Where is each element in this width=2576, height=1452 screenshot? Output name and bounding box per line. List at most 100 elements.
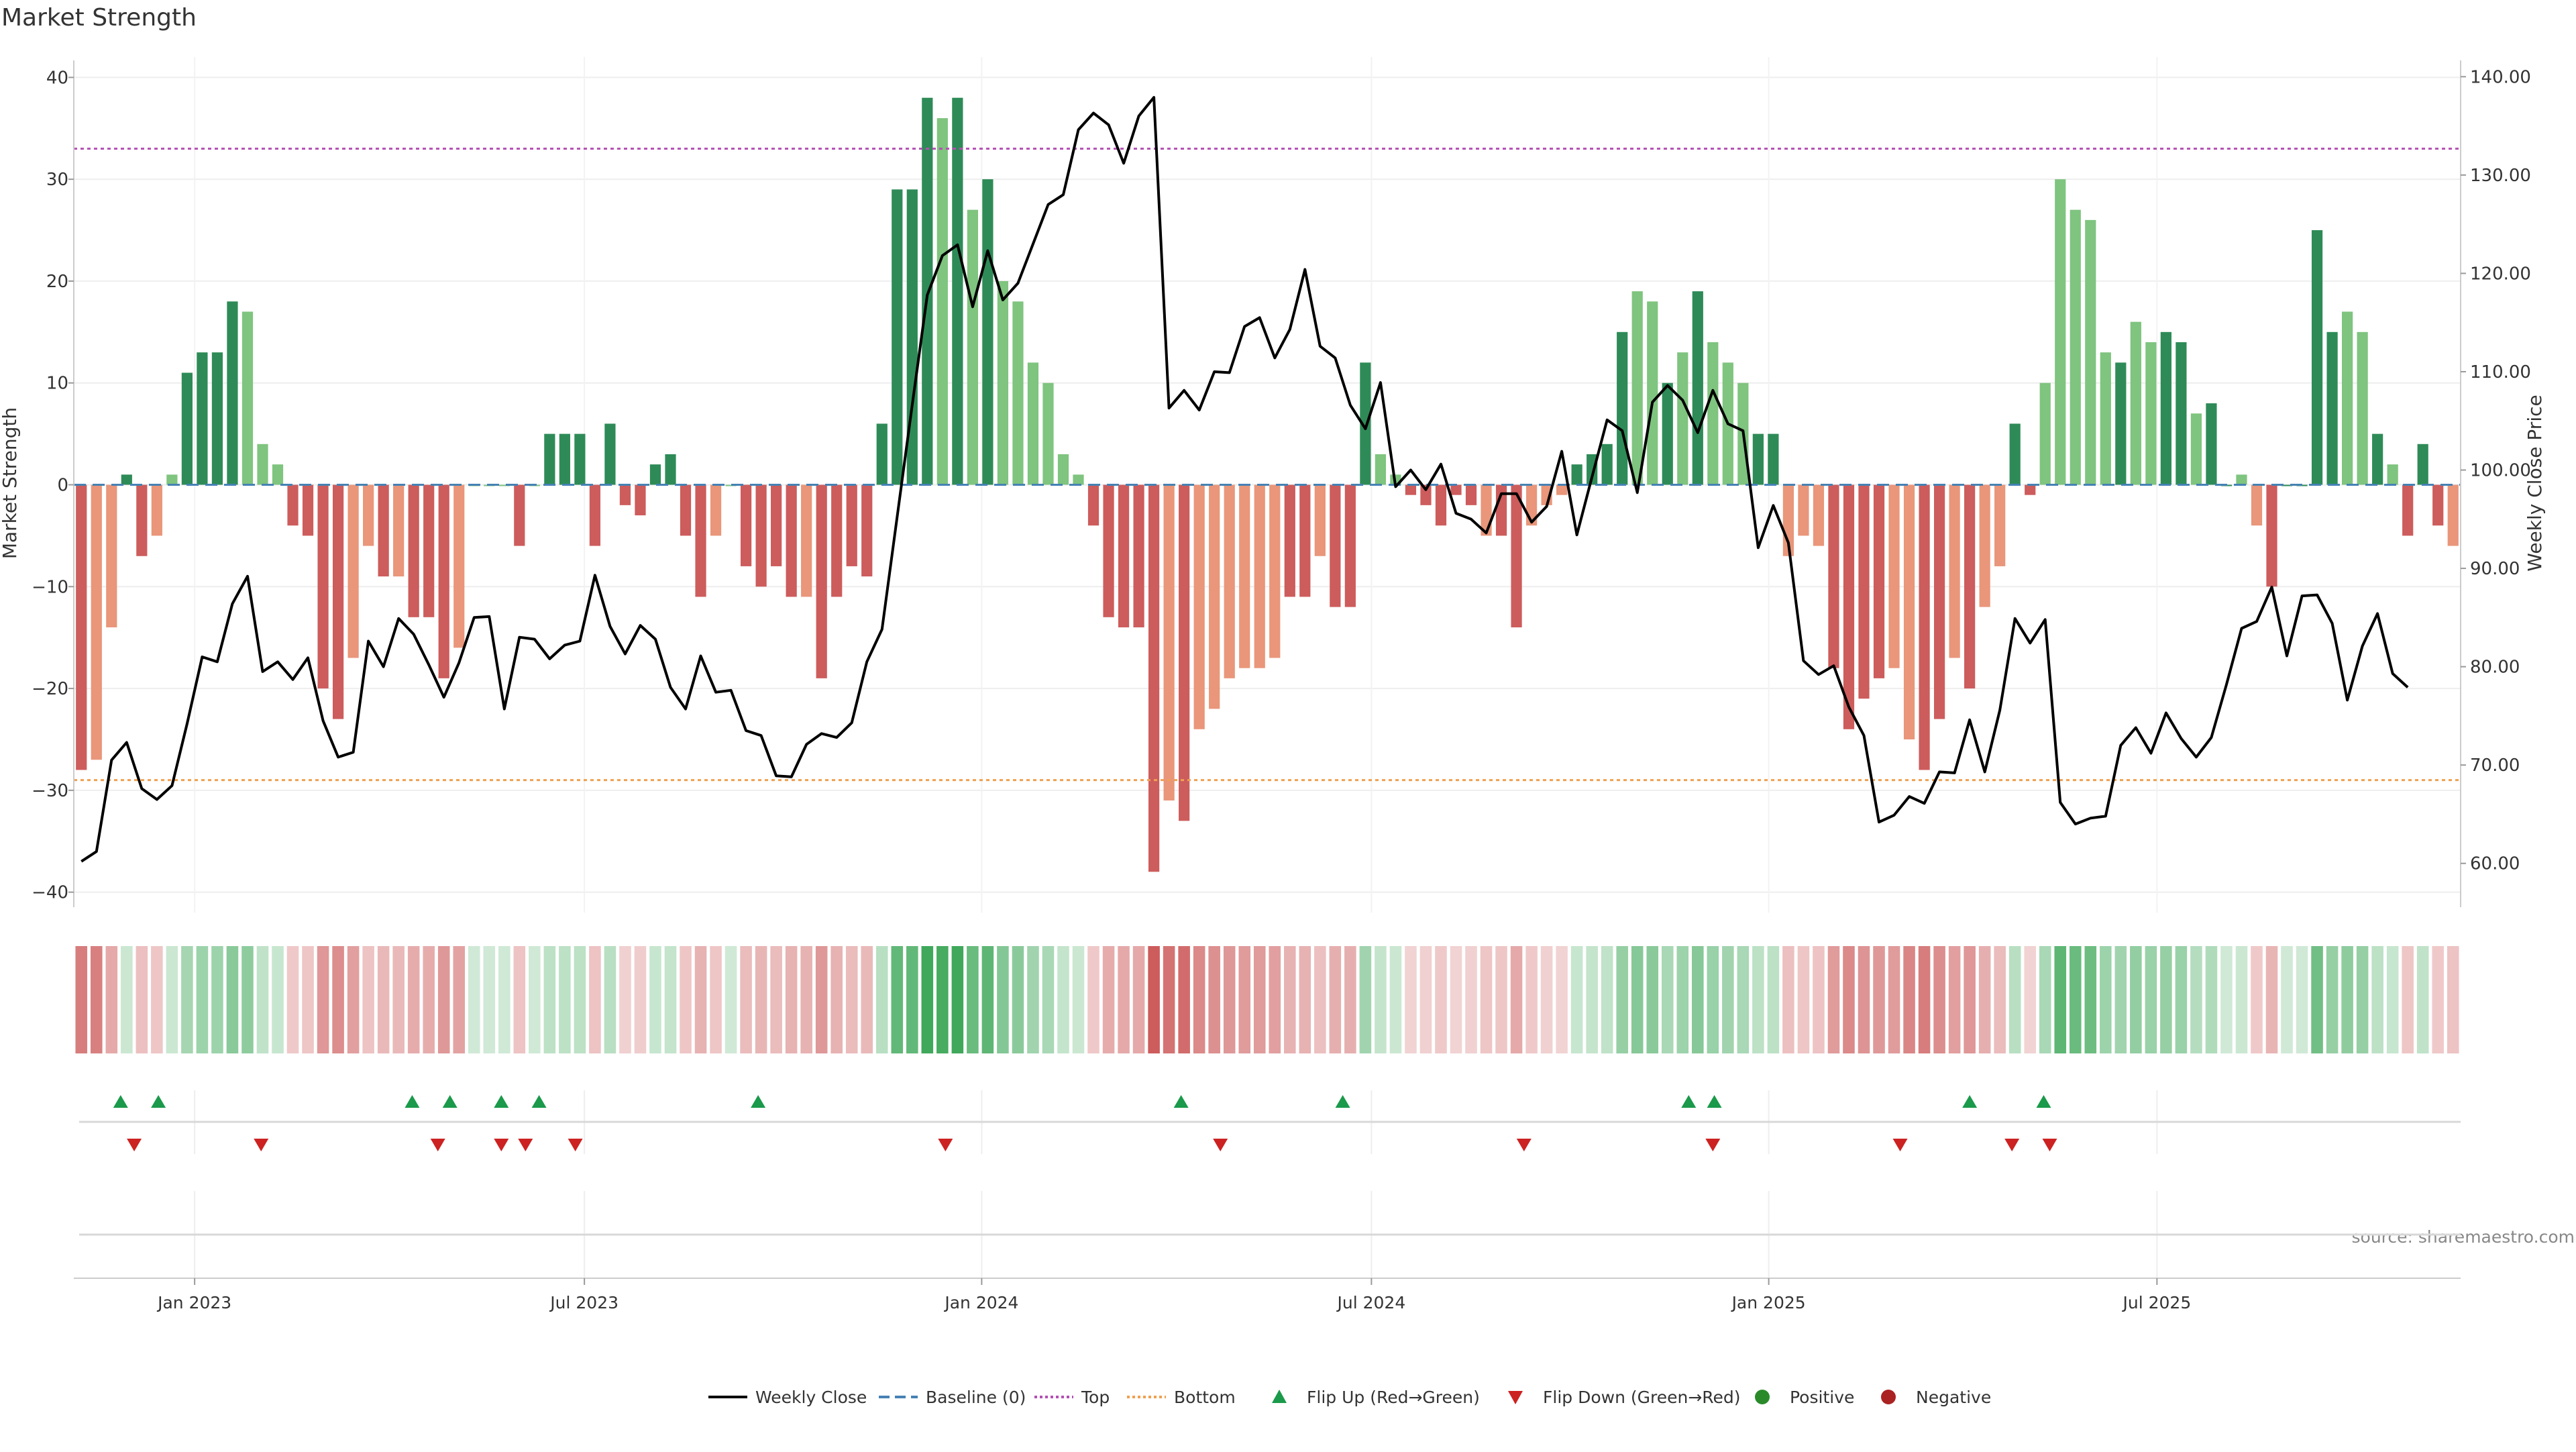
legend-label: Baseline (0) xyxy=(926,1388,1026,1407)
strength-bar xyxy=(302,484,314,536)
heat-strip-cell xyxy=(2054,946,2067,1053)
strength-bar xyxy=(1163,484,1175,801)
heat-strip-cell xyxy=(875,946,888,1053)
strength-bar xyxy=(1617,331,1628,485)
flip-up-marker xyxy=(1173,1095,1189,1108)
heat-strip-cell xyxy=(1948,946,1961,1053)
axes: 40 30 20 10 0 −10 −20 −30 −40 140.00 130.00 120.00 1… xyxy=(32,60,2531,1312)
heat-strip-cell xyxy=(755,946,767,1053)
heat-strip-cell xyxy=(1269,946,1281,1053)
heat-strip-cell xyxy=(437,946,450,1053)
strength-bar xyxy=(740,484,752,566)
heat-strip-cell xyxy=(861,946,873,1053)
heat-strip-cell xyxy=(1359,946,1372,1053)
legend-flip-down: Flip Down (Green→Red) xyxy=(1508,1388,1741,1407)
strength-bar xyxy=(1677,352,1688,485)
legend-label: Flip Down (Green→Red) xyxy=(1543,1388,1741,1407)
heat-strip-cell xyxy=(680,946,692,1053)
strength-bar xyxy=(2447,484,2459,546)
heat-strip-cell xyxy=(2281,946,2293,1053)
strength-bar xyxy=(1843,484,1855,729)
strength-bar xyxy=(680,484,692,536)
strength-bar xyxy=(76,484,87,770)
heat-strip-cell xyxy=(1556,946,1568,1053)
flip-down-marker xyxy=(1213,1139,1228,1151)
heat-strip-cell xyxy=(951,946,964,1053)
heat-strip-cell xyxy=(1631,946,1644,1053)
y-tick-label-right: 90.00 xyxy=(2470,559,2520,579)
strength-bar xyxy=(211,352,223,485)
heat-strip-cell xyxy=(1661,946,1674,1053)
y-tick-label-right: 100.00 xyxy=(2470,461,2531,481)
strength-bar xyxy=(2009,423,2021,485)
price-line-group xyxy=(80,96,2409,863)
y-tick-label-right: 60.00 xyxy=(2470,854,2520,874)
flip-down-marker xyxy=(430,1139,445,1151)
strength-bar xyxy=(1798,484,1809,536)
x-tick-label: Jul 2023 xyxy=(549,1293,619,1312)
strength-bar xyxy=(1511,484,1522,627)
y-tick-label-left: 10 xyxy=(46,374,68,394)
strength-bar xyxy=(1420,484,1432,505)
strength-bar xyxy=(2085,219,2096,485)
grid-lines xyxy=(74,57,2461,1278)
heat-strip-cell xyxy=(1737,946,1750,1053)
strength-bar xyxy=(241,311,254,485)
heat-strip-cell xyxy=(634,946,647,1053)
y-tick-label-left: −40 xyxy=(32,883,68,903)
heat-strip-cell xyxy=(2371,946,2383,1053)
heat-strip-cell xyxy=(770,946,782,1053)
legend-top: Top xyxy=(1034,1388,1110,1407)
heat-strip-cell xyxy=(800,946,812,1053)
strength-bar xyxy=(906,189,918,485)
flip-up-marker xyxy=(751,1095,766,1108)
flip-down-marker xyxy=(1516,1139,1532,1151)
strength-bar xyxy=(347,484,359,658)
strength-bar xyxy=(1209,484,1220,709)
x-tick-label: Jul 2024 xyxy=(1336,1293,1406,1312)
strength-bar xyxy=(1405,484,1417,495)
heat-strip-cell xyxy=(921,946,934,1053)
y-tick-label-left: −30 xyxy=(32,781,68,801)
heat-strip-cell xyxy=(2190,946,2202,1053)
heat-strip-cell xyxy=(936,946,949,1053)
heat-strip-cell xyxy=(2326,946,2339,1053)
heat-strip-cell xyxy=(1692,946,1704,1053)
heat-strip-cell xyxy=(423,946,435,1053)
strength-bar xyxy=(1903,484,1915,739)
heat-strip-cell xyxy=(211,946,223,1053)
legend-label: Positive xyxy=(1790,1388,1854,1407)
strength-bar xyxy=(997,280,1009,485)
legend-swatch xyxy=(1508,1391,1523,1404)
strength-bar xyxy=(2100,352,2111,485)
heat-strip-cell xyxy=(1752,946,1764,1053)
heat-strip-cell xyxy=(891,946,904,1053)
strength-bar xyxy=(1133,484,1144,627)
heat-strip-cell xyxy=(604,946,616,1053)
flip-down-marker xyxy=(254,1139,269,1151)
flip-markers xyxy=(79,1095,2461,1236)
legend-baseline: Baseline (0) xyxy=(879,1388,1026,1407)
heat-strip-cell xyxy=(724,946,737,1053)
strength-bar xyxy=(1692,291,1703,485)
heat-strip-cell xyxy=(1178,946,1190,1053)
strength-bar xyxy=(725,484,737,486)
strength-bar xyxy=(317,484,329,689)
strength-bar xyxy=(892,189,903,485)
heat-strip-cell xyxy=(815,946,828,1053)
heat-strip-cell xyxy=(362,946,374,1053)
strength-bar xyxy=(2130,321,2141,485)
strength-bar xyxy=(1360,362,1371,485)
strength-bar xyxy=(1284,484,1295,597)
heat-strip-cell xyxy=(1722,946,1734,1053)
heat-strip-cell xyxy=(468,946,480,1053)
strength-bar xyxy=(559,433,570,485)
x-tick-label: Jul 2025 xyxy=(2122,1293,2192,1312)
strength-bar xyxy=(2387,464,2398,485)
legend-label: Bottom xyxy=(1174,1388,1236,1407)
heat-strip-cell xyxy=(1299,946,1311,1053)
heat-strip-cell xyxy=(574,946,586,1053)
legend-swatch xyxy=(1881,1390,1896,1404)
strength-bar xyxy=(1949,484,1960,658)
heat-strip-cell xyxy=(1903,946,1915,1053)
